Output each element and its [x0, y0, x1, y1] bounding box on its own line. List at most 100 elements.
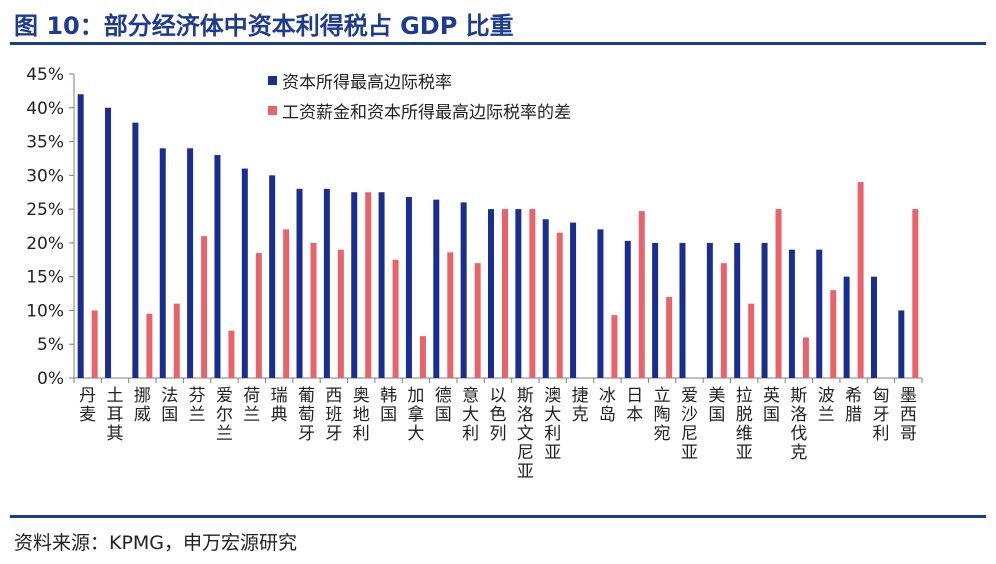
bar-series1 [816, 249, 823, 378]
x-category-label: 丹麦 [79, 386, 96, 425]
bar-series1 [488, 209, 494, 378]
x-category-label: 爱沙尼亚 [681, 386, 698, 463]
bar-series2 [502, 209, 508, 378]
bar-series1 [77, 94, 84, 378]
x-category-label: 挪威 [134, 386, 151, 425]
x-category-label: 西班牙 [325, 386, 342, 444]
bar-series1 [843, 276, 850, 378]
x-category-label: 波兰 [818, 386, 835, 425]
bar-series2 [720, 263, 727, 378]
x-category-label: 奥地利 [353, 386, 370, 444]
x-category-label: 土耳其 [107, 386, 124, 444]
bar-series2 [173, 303, 180, 378]
y-tick-label: 15% [26, 268, 64, 288]
x-category-label: 意大利 [462, 386, 479, 444]
legend-item-series2: 工资薪金和资本所得最高边际税率的差 [268, 95, 571, 125]
bar-series2 [912, 209, 919, 378]
bar-series1 [241, 168, 248, 378]
bar-series1 [898, 310, 905, 378]
y-tick-label: 35% [26, 133, 64, 153]
x-category-label: 美国 [708, 386, 725, 425]
legend-label-series1: 资本所得最高边际税率 [282, 72, 452, 93]
bar-series2 [419, 336, 426, 378]
x-category-label: 立陶宛 [654, 386, 671, 444]
bar-series1 [323, 188, 330, 378]
y-tick-label: 5% [37, 335, 64, 355]
y-tick-label: 10% [26, 301, 64, 321]
x-category-label: 加拿大 [407, 386, 424, 444]
bar-series1 [624, 240, 631, 378]
legend-swatch-series1 [268, 75, 277, 85]
bar-series1 [788, 249, 795, 378]
bar-series2 [802, 337, 809, 378]
source-note: 资料来源：KPMG，申万宏源研究 [14, 532, 298, 554]
bar-series1 [132, 122, 139, 378]
legend-item-series1: 资本所得最高边际税率 [268, 65, 571, 95]
bar-series2 [365, 192, 372, 378]
x-category-label: 斯洛伐克 [790, 386, 807, 463]
x-category-label: 以色列 [490, 386, 507, 444]
legend-swatch-series2 [268, 105, 277, 115]
bar-series1 [433, 199, 440, 378]
bar-series2 [830, 290, 837, 378]
source-rule [10, 515, 986, 518]
x-category-label: 韩国 [380, 386, 397, 425]
y-tick-label: 0% [37, 369, 64, 389]
bar-series1 [378, 192, 385, 378]
bar-series1 [870, 276, 877, 378]
bar-series2 [748, 303, 755, 378]
bar-series1 [652, 242, 659, 378]
bar-series2 [447, 252, 454, 378]
x-category-label: 墨西哥 [900, 386, 917, 444]
x-category-label: 日本 [626, 386, 643, 425]
x-category-label: 斯洛文尼亚 [517, 386, 534, 482]
bar-series1 [105, 107, 112, 379]
bar-series2 [283, 229, 290, 378]
bar-series1 [351, 192, 358, 378]
x-category-label: 捷克 [572, 386, 589, 425]
bar-series2 [310, 242, 317, 378]
x-category-label: 法国 [161, 386, 178, 425]
bar-series2 [392, 259, 399, 378]
x-category-label: 冰岛 [599, 386, 616, 425]
legend-label-series2: 工资薪金和资本所得最高边际税率的差 [282, 102, 571, 123]
x-category-label: 爱尔兰 [216, 386, 233, 444]
bar-series2 [666, 296, 673, 378]
bar-series1 [405, 196, 412, 378]
bar-series1 [214, 155, 221, 378]
bar-series1 [269, 175, 276, 378]
x-category-label: 澳大利亚 [544, 386, 561, 463]
x-category-label: 英国 [763, 386, 780, 425]
x-category-label: 荷兰 [243, 386, 260, 425]
bar-series2 [638, 211, 645, 378]
x-category-label: 拉脱维亚 [736, 386, 753, 463]
bar-series1 [460, 202, 467, 378]
y-tick-label: 30% [26, 166, 64, 186]
bar-series1 [734, 242, 741, 378]
bar-series1 [542, 219, 549, 378]
x-category-label: 芬兰 [189, 386, 206, 425]
bar-series2 [775, 209, 782, 378]
y-tick-label: 45% [26, 65, 64, 85]
y-tick-label: 25% [26, 200, 64, 220]
bar-series1 [159, 148, 166, 378]
chart-legend: 资本所得最高边际税率 工资薪金和资本所得最高边际税率的差 [268, 65, 571, 125]
x-category-label: 希腊 [845, 386, 862, 425]
x-category-label: 匈牙利 [872, 386, 889, 444]
y-tick-label: 20% [26, 234, 64, 254]
bar-series2 [91, 310, 98, 378]
x-category-label: 瑞典 [271, 386, 288, 425]
bar-series1 [597, 229, 604, 378]
bar-series2 [201, 236, 208, 378]
y-tick-label: 40% [26, 99, 64, 119]
bar-chart: 0%5%10%15%20%25%30%35%40%45%丹麦土耳其挪威法国芬兰爱… [26, 65, 923, 482]
x-category-label: 德国 [435, 386, 452, 425]
bar-series2 [556, 232, 563, 378]
figure-title: 图 10：部分经济体中资本利得税占 GDP 比重 [14, 12, 514, 40]
bar-series2 [337, 249, 344, 378]
bar-series2 [611, 315, 618, 378]
bar-series1 [706, 242, 713, 378]
x-category-label: 葡萄牙 [298, 386, 315, 444]
bar-series1 [187, 148, 194, 378]
bar-series1 [570, 222, 577, 378]
